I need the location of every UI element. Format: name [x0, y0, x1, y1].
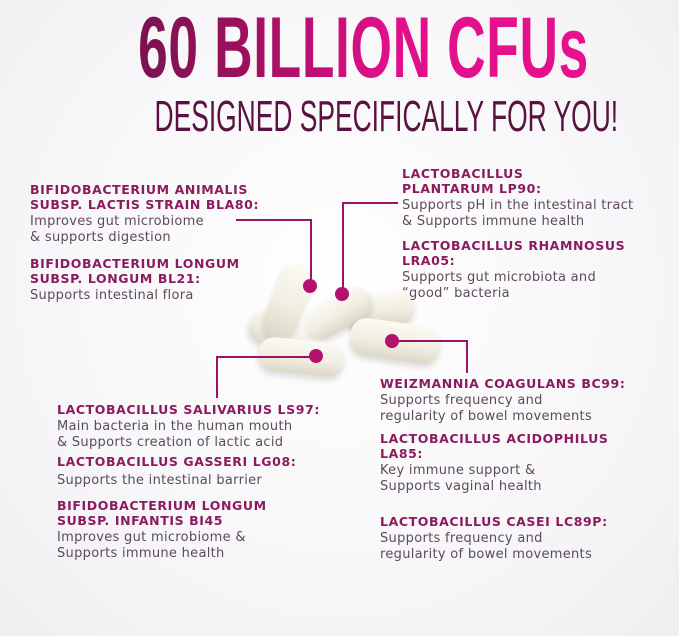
strain-lg08: LACTOBACILLUS GASSERI LG08: Supports the… [57, 454, 296, 489]
strain-bl21: BIFIDOBACTERIUM LONGUM SUBSP. LONGUM BL21… [30, 256, 240, 304]
strain-bc99: WEIZMANNIA COAGULANS BC99: Supports freq… [380, 376, 625, 424]
headline: 60 BILLION CFUs [138, 0, 589, 96]
callout-dot-lp90 [335, 287, 349, 301]
strain-heading: LACTOBACILLUS PLANTARUM LP90: [402, 166, 542, 196]
strain-heading: BIFIDOBACTERIUM LONGUM SUBSP. INFANTIS BI… [57, 498, 267, 528]
callout-line-bc99 [392, 340, 468, 342]
strain-bla80: BIFIDOBACTERIUM ANIMALIS SUBSP. LACTIS ST… [30, 182, 259, 245]
callout-dot-ls97 [309, 349, 323, 363]
strain-lp90: LACTOBACILLUS PLANTARUM LP90: Supports pH… [402, 166, 633, 229]
strain-description: Supports pH in the intestinal tract & Sup… [402, 198, 634, 229]
strain-heading: LACTOBACILLUS SALIVARIUS LS97: [57, 402, 320, 417]
callout-line-ls97 [216, 356, 316, 358]
strain-heading: WEIZMANNIA COAGULANS BC99: [380, 376, 626, 391]
strain-description: Key immune support & Supports vaginal hea… [380, 463, 542, 494]
callout-line-ls97 [216, 356, 218, 398]
strain-la85: LACTOBACILLUS ACIDOPHILUS LA85: Key immun… [380, 431, 608, 494]
strain-description: Improves gut microbiome & Supports immune… [57, 530, 246, 561]
strain-heading: LACTOBACILLUS ACIDOPHILUS LA85: [380, 431, 609, 461]
strain-heading: LACTOBACILLUS RHAMNOSUS LRA05: [402, 238, 626, 268]
callout-line-bla80 [236, 219, 312, 221]
strain-description: Supports gut microbiota and “good” bacter… [402, 270, 597, 301]
callout-dot-bc99 [385, 334, 399, 348]
strain-description: Supports the intestinal barrier [57, 473, 263, 488]
strain-heading: LACTOBACILLUS CASEI LC89P: [380, 514, 608, 529]
callout-dot-bla80 [303, 279, 317, 293]
callout-line-bla80 [310, 219, 312, 285]
strain-lra05: LACTOBACILLUS RHAMNOSUS LRA05: Supports g… [402, 238, 625, 301]
callout-line-lp90 [342, 202, 344, 292]
strain-description: Improves gut microbiome & supports digest… [30, 214, 204, 245]
callout-line-bc99 [466, 340, 468, 373]
strain-description: Supports frequency and regularity of bowe… [380, 393, 593, 424]
strain-bi45: BIFIDOBACTERIUM LONGUM SUBSP. INFANTIS BI… [57, 498, 267, 561]
subheadline: DESIGNED SPECIFICALLY FOR YOU! [154, 92, 619, 141]
strain-description: Main bacteria in the human mouth & Suppor… [57, 419, 293, 450]
strain-ls97: LACTOBACILLUS SALIVARIUS LS97: Main bact… [57, 402, 320, 450]
strain-description: Supports frequency and regularity of bowe… [380, 531, 593, 562]
strain-description: Supports intestinal flora [30, 288, 194, 303]
strain-heading: LACTOBACILLUS GASSERI LG08: [57, 454, 297, 469]
callout-line-lp90 [342, 202, 398, 204]
strain-heading: BIFIDOBACTERIUM ANIMALIS SUBSP. LACTIS ST… [30, 182, 260, 212]
strain-heading: BIFIDOBACTERIUM LONGUM SUBSP. LONGUM BL21… [30, 256, 240, 286]
strain-lc89p: LACTOBACILLUS CASEI LC89P: Supports freq… [380, 514, 608, 562]
